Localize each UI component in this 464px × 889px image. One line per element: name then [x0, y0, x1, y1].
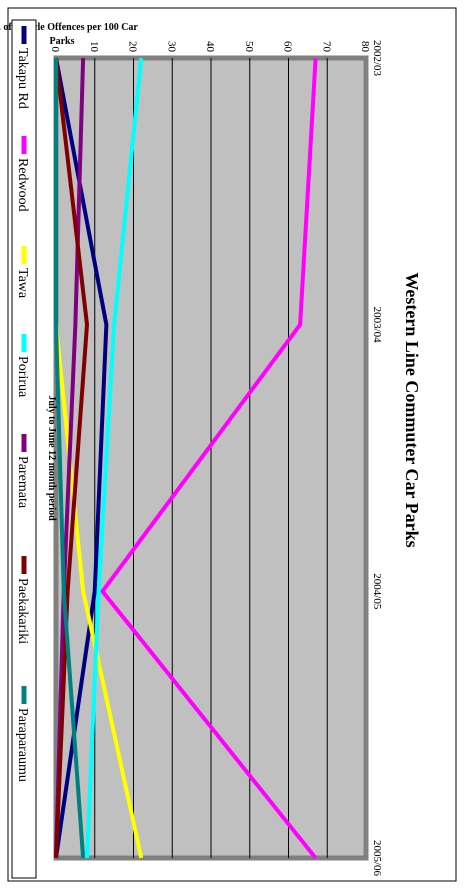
y-tick-label: 20 [127, 41, 139, 53]
x-tick-label: 2002/03 [371, 40, 383, 77]
y-axis-label: No. of Vehicle Offences per 100 Car Park… [0, 22, 138, 47]
legend-label: Paraparaumu [15, 708, 30, 782]
x-tick-label: 2004/05 [371, 573, 383, 610]
y-axis-label-line1: No. of Vehicle Offences per 100 Car [0, 22, 138, 33]
legend: Takapu Rd Redwood Tawa Porirua Paremata Paeka… [15, 26, 30, 782]
series-lines [54, 57, 318, 860]
x-tick-labels: 2002/03 2003/04 2004/05 2005/06 [371, 40, 383, 877]
y-tick-label: 0 [49, 47, 61, 53]
series-line-tawa [54, 324, 144, 859]
y-tick-label: 80 [359, 41, 371, 53]
legend-label: Paremata [15, 456, 30, 509]
y-axis-label-line2: Parks [50, 36, 75, 47]
x-tick-label: 2003/04 [371, 307, 383, 344]
legend-label: Porirua [15, 356, 30, 398]
y-tick-label: 70 [320, 41, 332, 53]
y-tick-labels: 0 10 20 30 40 50 60 70 80 [49, 41, 371, 53]
series-line-porirua [85, 57, 144, 859]
series-line-paekakariki [54, 57, 89, 859]
x-tick-label: 2005/06 [371, 840, 383, 877]
legend-label: Tawa [15, 268, 30, 299]
y-tick-label: 40 [204, 41, 216, 53]
x-axis-label: July to June 12 month period [46, 395, 57, 521]
y-tick-label: 10 [88, 41, 100, 53]
y-tick-label: 60 [282, 41, 294, 53]
y-tick-label: 30 [165, 41, 177, 53]
y-tick-label: 50 [243, 41, 255, 53]
series-line-redwood [100, 57, 318, 860]
series-line-paraparaumu [54, 58, 86, 859]
legend-label: Takapu Rd [15, 48, 30, 109]
chart-title: Western Line Commuter Car Parks [402, 272, 422, 547]
legend-label: Paekakariki [15, 578, 30, 644]
legend-label: Redwood [15, 158, 30, 212]
